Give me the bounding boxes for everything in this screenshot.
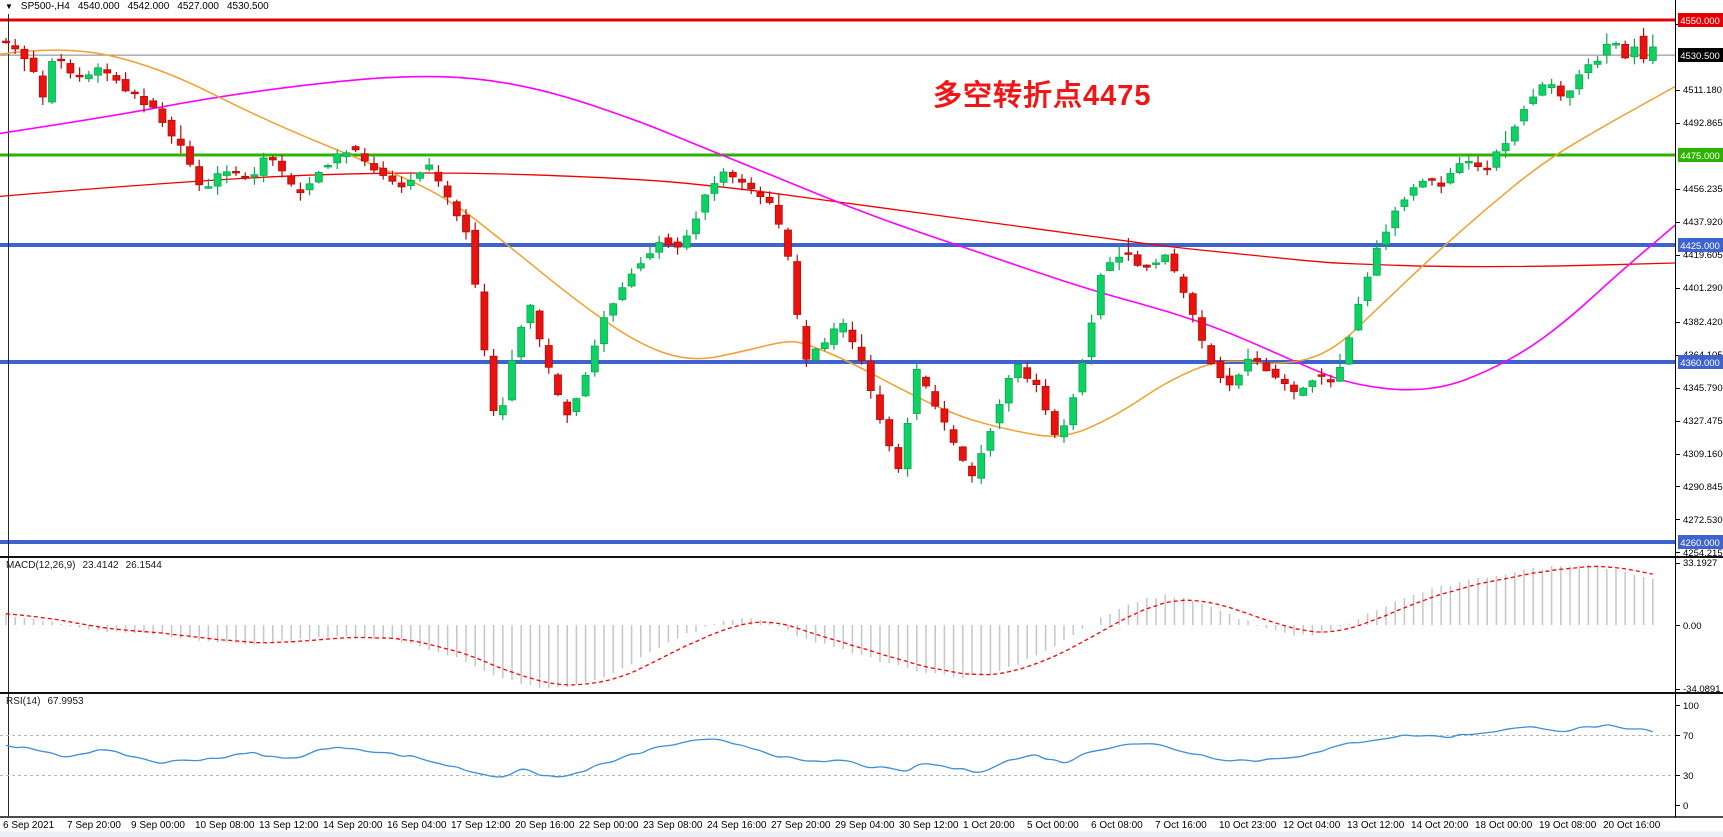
rsi-name: RSI(14) (6, 696, 41, 707)
rsi-value: 67.9953 (47, 696, 84, 707)
time-axis-label: 29 Sep 04:00 (835, 820, 895, 831)
price-level-badge: 4475.000 (1678, 148, 1723, 162)
macd-axis-label: -34.0891 (1683, 684, 1721, 695)
time-axis-label: 10 Oct 23:00 (1219, 820, 1277, 831)
price-tick-label: 4401.290 (1683, 283, 1723, 294)
price-tick-label: 4327.475 (1683, 416, 1723, 427)
open-value: 4540.000 (77, 1, 120, 12)
low-value: 4527.000 (177, 1, 219, 12)
rsi-indicator-label: RSI(14) 67.9953 (6, 696, 84, 707)
rsi-axis-label: 70 (1683, 731, 1694, 742)
time-axis-label: 17 Sep 12:00 (451, 820, 511, 831)
svg-text:4360.000: 4360.000 (1680, 358, 1720, 369)
svg-text:4260.000: 4260.000 (1680, 538, 1720, 549)
svg-text:4530.500: 4530.500 (1680, 51, 1720, 62)
rsi-line (5, 724, 1654, 778)
rsi-axis-label: 0 (1683, 801, 1688, 812)
price-tick-label: 4511.180 (1683, 85, 1722, 96)
slow-ma-line (0, 172, 1676, 268)
bottom-strip (0, 831, 1723, 837)
time-axis-label: 6 Oct 08:00 (1091, 820, 1143, 831)
time-axis-label: 1 Oct 20:00 (963, 820, 1015, 831)
time-axis-label: 9 Sep 00:00 (131, 820, 185, 831)
time-axis-label: 16 Sep 04:00 (387, 820, 447, 831)
chart-title-bar: ▼ SP500-,H4 4540.000 4542.000 4527.000 4… (5, 1, 269, 12)
macd-axis-label: 33.1927 (1683, 558, 1717, 569)
time-axis-label: 20 Sep 16:00 (515, 820, 575, 831)
price-level-badge: 4550.000 (1678, 13, 1723, 27)
svg-text:4550.000: 4550.000 (1680, 16, 1720, 27)
macd-indicator-label: MACD(12,26,9) 23.4142 26.1544 (6, 560, 162, 571)
time-axis-label: 7 Oct 16:00 (1155, 820, 1207, 831)
time-axis-label: 12 Oct 04:00 (1283, 820, 1341, 831)
symbol-timeframe-label: SP500-,H4 (20, 1, 70, 12)
time-axis-label: 14 Sep 20:00 (323, 820, 383, 831)
price-tick-label: 4492.865 (1683, 118, 1723, 129)
close-value: 4530.500 (227, 1, 269, 12)
macd-histogram (5, 564, 1654, 689)
time-axis-label: 13 Sep 12:00 (259, 820, 319, 831)
macd-axis-label: 0.00 (1683, 621, 1702, 632)
price-tick-label: 4419.605 (1683, 250, 1723, 261)
high-value: 4542.000 (127, 1, 170, 12)
candlestick-series (2, 28, 1657, 484)
price-level-badge: 4530.500 (1678, 48, 1723, 62)
price-level-badge: 4360.000 (1678, 355, 1723, 369)
price-tick-label: 4382.420 (1683, 317, 1723, 328)
price-tick-label: 4437.920 (1683, 217, 1723, 228)
time-axis-label: 23 Sep 08:00 (643, 820, 703, 831)
chart-text-annotation: 多空转折点4475 (933, 80, 1152, 112)
price-tick-label: 4456.235 (1683, 184, 1723, 195)
time-axis-label: 10 Sep 08:00 (195, 820, 255, 831)
rsi-axis-label: 100 (1683, 701, 1699, 712)
time-axis-label: 7 Sep 20:00 (67, 820, 121, 831)
price-level-badge: 4425.000 (1678, 238, 1723, 252)
time-axis-label: 20 Oct 16:00 (1603, 820, 1661, 831)
time-axis-label: 19 Oct 08:00 (1539, 820, 1597, 831)
price-level-badge: 4260.000 (1678, 535, 1723, 549)
time-axis-label: 5 Oct 00:00 (1027, 820, 1079, 831)
time-axis-label: 22 Sep 00:00 (579, 820, 639, 831)
svg-text:4475.000: 4475.000 (1680, 151, 1720, 162)
mid-ma-line (0, 75, 1676, 391)
time-axis-label: 14 Oct 20:00 (1411, 820, 1469, 831)
macd-signal-line (5, 565, 1653, 686)
time-axis-label: 6 Sep 2021 (3, 820, 55, 831)
time-axis-label: 27 Sep 20:00 (771, 820, 831, 831)
time-axis-label: 30 Sep 12:00 (899, 820, 959, 831)
macd-name: MACD(12,26,9) (6, 560, 76, 571)
price-tick-label: 4254.215 (1683, 548, 1723, 559)
macd-main-value: 23.4142 (82, 560, 119, 571)
macd-signal-value: 26.1544 (125, 560, 162, 571)
price-tick-label: 4345.790 (1683, 383, 1723, 394)
title-dropdown-icon[interactable]: ▼ (5, 2, 13, 11)
rsi-axis-label: 30 (1683, 771, 1694, 782)
time-axis-label: 13 Oct 12:00 (1347, 820, 1405, 831)
fast-ma-line (0, 49, 1676, 437)
svg-text:4425.000: 4425.000 (1680, 241, 1720, 252)
price-tick-label: 4272.530 (1683, 515, 1723, 526)
time-axis-label: 18 Oct 00:00 (1475, 820, 1533, 831)
time-axis-label: 24 Sep 16:00 (707, 820, 767, 831)
price-tick-label: 4290.845 (1683, 482, 1723, 493)
price-tick-label: 4309.160 (1683, 449, 1723, 460)
